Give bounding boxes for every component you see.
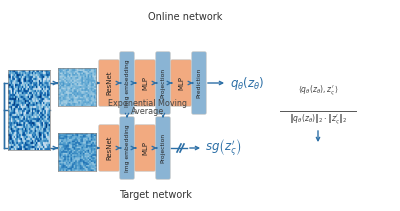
Text: Average: Average (131, 107, 165, 116)
Text: Img embedding: Img embedding (124, 124, 130, 172)
Text: Projection: Projection (160, 133, 166, 163)
Text: MLP: MLP (178, 76, 184, 90)
Text: MLP: MLP (142, 141, 148, 155)
FancyBboxPatch shape (99, 60, 119, 106)
Text: $q_{\theta}(z_{\theta})$: $q_{\theta}(z_{\theta})$ (230, 74, 264, 92)
FancyBboxPatch shape (120, 52, 134, 114)
Text: Exponential Moving: Exponential Moving (108, 99, 188, 108)
FancyBboxPatch shape (120, 117, 134, 179)
Text: Projection: Projection (160, 68, 166, 98)
Text: Prediction: Prediction (196, 68, 202, 98)
FancyBboxPatch shape (192, 52, 206, 114)
Text: Online network: Online network (148, 12, 222, 22)
FancyBboxPatch shape (135, 60, 155, 106)
FancyBboxPatch shape (171, 60, 191, 106)
Text: Img embedding: Img embedding (124, 59, 130, 107)
Text: $\| q_{\theta}(z_{\theta})\|_2 \cdot \| z_{\varsigma}^{\prime}\|_2$: $\| q_{\theta}(z_{\theta})\|_2 \cdot \| … (289, 113, 347, 127)
Text: ResNet: ResNet (106, 136, 112, 160)
FancyBboxPatch shape (156, 117, 170, 179)
Text: $sg\left(z_{\varsigma}^{\prime}\right)$: $sg\left(z_{\varsigma}^{\prime}\right)$ (205, 138, 242, 158)
FancyBboxPatch shape (156, 52, 170, 114)
Text: ResNet: ResNet (106, 71, 112, 95)
FancyBboxPatch shape (135, 125, 155, 171)
Text: MLP: MLP (142, 76, 148, 90)
FancyBboxPatch shape (99, 125, 119, 171)
Text: $\langle q_{\theta}(z_{\theta}), z_{\varsigma}^{\prime}\rangle$: $\langle q_{\theta}(z_{\theta}), z_{\var… (298, 84, 338, 98)
Text: Target network: Target network (118, 190, 192, 200)
